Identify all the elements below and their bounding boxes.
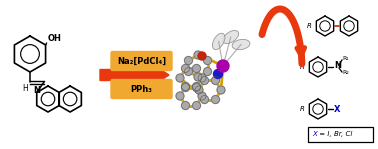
Circle shape bbox=[192, 65, 200, 72]
Circle shape bbox=[198, 52, 206, 60]
Ellipse shape bbox=[212, 33, 225, 50]
Circle shape bbox=[184, 67, 192, 76]
Circle shape bbox=[217, 60, 229, 72]
Text: R: R bbox=[300, 106, 305, 112]
Text: R: R bbox=[300, 64, 305, 70]
Text: R₂: R₂ bbox=[342, 69, 349, 74]
Text: Na₂[PdCl₄]: Na₂[PdCl₄] bbox=[117, 56, 166, 66]
Text: PPh₃: PPh₃ bbox=[130, 84, 152, 94]
Circle shape bbox=[194, 73, 202, 81]
Text: N: N bbox=[34, 86, 40, 95]
Circle shape bbox=[198, 92, 206, 100]
Circle shape bbox=[203, 67, 212, 76]
Text: OH: OH bbox=[48, 34, 62, 43]
Circle shape bbox=[184, 56, 192, 65]
FancyBboxPatch shape bbox=[111, 80, 172, 98]
Circle shape bbox=[194, 51, 202, 59]
Circle shape bbox=[192, 84, 200, 91]
Text: R: R bbox=[307, 23, 312, 29]
Ellipse shape bbox=[232, 39, 250, 50]
Circle shape bbox=[198, 74, 206, 82]
Circle shape bbox=[214, 69, 223, 79]
Circle shape bbox=[181, 65, 189, 72]
FancyBboxPatch shape bbox=[307, 127, 372, 142]
Text: R₁: R₁ bbox=[342, 56, 349, 62]
Circle shape bbox=[212, 96, 220, 104]
Circle shape bbox=[176, 74, 184, 82]
FancyArrow shape bbox=[100, 66, 169, 84]
Circle shape bbox=[200, 96, 209, 104]
Circle shape bbox=[195, 86, 203, 94]
Circle shape bbox=[192, 101, 200, 110]
FancyBboxPatch shape bbox=[111, 52, 172, 70]
Circle shape bbox=[203, 56, 212, 65]
Circle shape bbox=[212, 76, 220, 84]
Text: N: N bbox=[334, 62, 341, 70]
Text: H: H bbox=[22, 84, 28, 93]
Circle shape bbox=[200, 76, 209, 84]
Circle shape bbox=[181, 83, 189, 90]
Circle shape bbox=[176, 92, 184, 100]
Circle shape bbox=[181, 84, 189, 91]
Text: X: X bbox=[334, 104, 341, 114]
Ellipse shape bbox=[223, 30, 239, 44]
Text: X: X bbox=[312, 131, 317, 137]
Circle shape bbox=[181, 101, 189, 110]
Circle shape bbox=[192, 83, 200, 90]
Text: = I, Br, Cl: = I, Br, Cl bbox=[317, 131, 352, 137]
Circle shape bbox=[217, 86, 225, 94]
